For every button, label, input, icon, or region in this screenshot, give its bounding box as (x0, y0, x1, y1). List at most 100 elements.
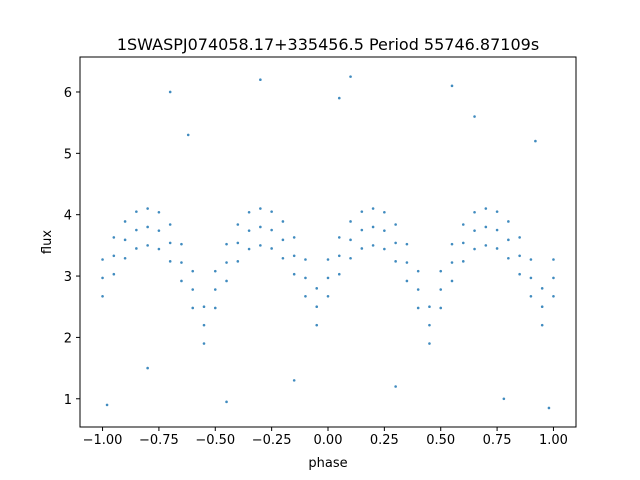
data-point (450, 242, 454, 246)
data-point (416, 288, 420, 291)
data-point (112, 236, 116, 239)
data-point (270, 210, 273, 213)
data-point (213, 288, 217, 291)
data-point (439, 306, 443, 310)
data-point (135, 228, 138, 232)
data-point (168, 90, 172, 94)
data-point (292, 236, 296, 239)
data-point (180, 261, 183, 264)
data-point (394, 385, 397, 388)
data-point (502, 397, 506, 401)
data-point (105, 403, 109, 407)
data-point (484, 225, 488, 229)
data-point (225, 279, 228, 283)
data-point (529, 258, 533, 261)
data-point (326, 295, 330, 298)
data-point (180, 279, 183, 283)
data-point (371, 207, 375, 210)
data-point (495, 247, 499, 250)
data-point (191, 306, 195, 310)
data-point (157, 229, 161, 232)
data-point (247, 247, 251, 251)
data-point (270, 228, 273, 232)
data-point (360, 228, 364, 232)
data-point (552, 295, 555, 298)
data-point (416, 306, 420, 310)
data-point (428, 305, 431, 309)
data-point (518, 254, 521, 258)
data-point (236, 241, 240, 245)
data-point (383, 247, 386, 251)
data-point (349, 238, 352, 242)
data-point (461, 241, 465, 245)
data-point (394, 241, 397, 245)
data-point (405, 242, 409, 246)
x-tick-label: 1.00 (539, 433, 568, 448)
data-point (473, 247, 476, 251)
data-point (146, 366, 149, 370)
data-point (168, 241, 172, 245)
data-point (315, 323, 319, 327)
data-point (225, 261, 228, 264)
data-point (547, 406, 551, 410)
data-point (450, 84, 454, 88)
data-point (247, 210, 251, 214)
y-tick-label: 5 (64, 147, 72, 162)
data-point (518, 236, 521, 239)
data-point (281, 220, 285, 223)
data-point (428, 342, 431, 345)
data-point (473, 115, 476, 118)
data-point (326, 276, 330, 280)
x-axis-label: phase (308, 456, 347, 471)
data-point (259, 207, 262, 210)
data-point (337, 272, 341, 276)
data-point (202, 342, 206, 345)
x-tick-label: 0.50 (426, 433, 455, 448)
y-tick-label: 1 (64, 393, 72, 408)
data-point (259, 78, 262, 82)
data-point (180, 242, 183, 246)
data-point (507, 220, 510, 223)
data-point (112, 254, 116, 258)
data-point (213, 269, 217, 273)
data-point (405, 279, 409, 283)
data-point (236, 223, 240, 226)
data-point (540, 287, 544, 290)
data-point (123, 256, 127, 260)
chart-title: 1SWASPJ074058.17+335456.5 Period 55746.8… (117, 35, 539, 54)
data-point (225, 242, 228, 246)
data-point (416, 269, 420, 273)
data-point (383, 229, 386, 232)
data-point (236, 260, 240, 263)
data-point (186, 133, 190, 137)
data-point (360, 247, 364, 250)
data-point (168, 260, 172, 263)
data-point (292, 272, 296, 276)
data-point (304, 295, 307, 298)
data-point (168, 223, 172, 226)
data-point (337, 236, 341, 239)
data-point (146, 244, 149, 247)
data-point (495, 228, 499, 232)
data-point (349, 256, 352, 260)
y-tick-label: 4 (64, 209, 72, 224)
data-point (394, 223, 397, 226)
data-point (518, 272, 521, 276)
data-point (191, 288, 195, 291)
data-point (270, 247, 273, 250)
data-point (461, 260, 465, 263)
y-tick-label: 2 (64, 331, 72, 346)
data-point (326, 258, 330, 261)
data-point (191, 269, 195, 273)
data-point (484, 244, 488, 247)
data-point (507, 256, 510, 260)
data-point (146, 207, 149, 210)
data-point (213, 306, 217, 310)
data-point (484, 207, 488, 210)
data-point (247, 229, 251, 232)
data-point (529, 276, 533, 280)
data-point (461, 223, 465, 226)
data-point (157, 247, 161, 251)
data-point (135, 247, 138, 250)
data-point (259, 225, 262, 229)
